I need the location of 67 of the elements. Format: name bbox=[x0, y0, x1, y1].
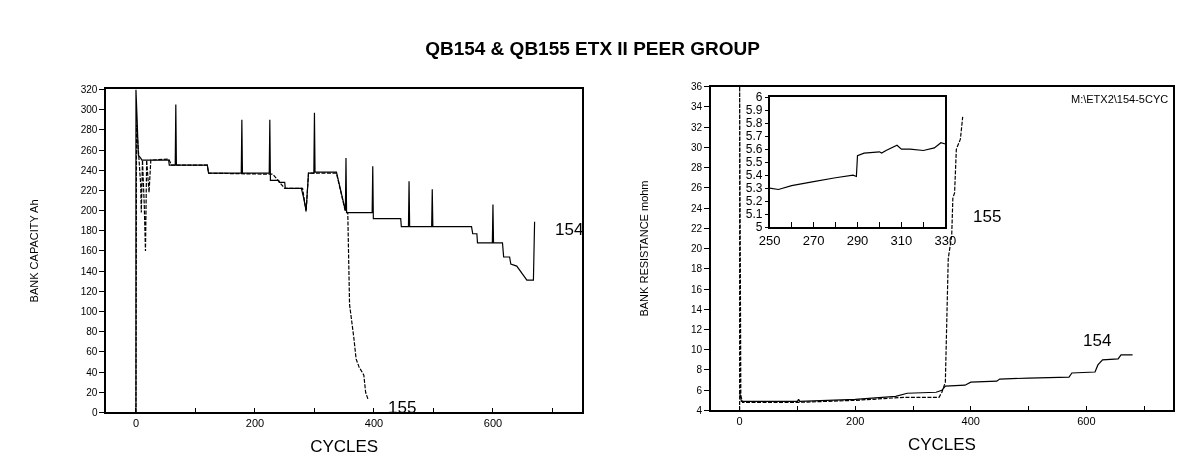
y-axis-title: BANK RESISTANCE mohm bbox=[638, 180, 651, 317]
x-tick-label: 290 bbox=[846, 232, 869, 248]
y-tick-label: 34 bbox=[690, 101, 703, 113]
y-tick-label: 6 bbox=[755, 90, 763, 105]
y-tick-label: 0 bbox=[91, 406, 98, 418]
y-tick-label: 6 bbox=[696, 384, 703, 396]
y-tick-label: 10 bbox=[690, 344, 703, 356]
y-tick-label: 100 bbox=[80, 305, 98, 317]
x-tick-label: 200 bbox=[245, 417, 265, 430]
y-tick-label: 8 bbox=[696, 364, 703, 376]
y-axis-title: BANK CAPACITY Ah bbox=[27, 199, 40, 303]
annotation: M:\ETX2\154-5CYC bbox=[1071, 93, 1169, 105]
y-tick-label: 20 bbox=[86, 386, 98, 398]
y-tick-label: 220 bbox=[80, 184, 98, 196]
series-label: 154 bbox=[1083, 331, 1112, 350]
chart-title: QB154 & QB155 ETX II PEER GROUP bbox=[425, 37, 761, 59]
y-tick-label: 5.3 bbox=[745, 181, 763, 196]
y-tick-label: 5.1 bbox=[745, 207, 763, 222]
y-tick-label: 180 bbox=[80, 225, 98, 237]
y-tick-label: 5.4 bbox=[745, 168, 763, 183]
x-tick-label: 200 bbox=[846, 415, 865, 428]
y-tick-label: 22 bbox=[690, 222, 703, 234]
x-tick-label: 400 bbox=[961, 415, 980, 428]
x-tick-label: 270 bbox=[802, 232, 825, 248]
y-tick-label: 5.7 bbox=[745, 129, 763, 144]
y-tick-label: 12 bbox=[690, 323, 703, 335]
y-tick-label: 120 bbox=[80, 285, 98, 297]
x-axis-title: CYCLES bbox=[907, 435, 976, 455]
x-tick-label: 600 bbox=[483, 417, 503, 430]
y-tick-label: 200 bbox=[80, 205, 98, 217]
x-tick-label: 0 bbox=[736, 415, 743, 428]
y-tick-label: 60 bbox=[86, 346, 98, 358]
y-tick-label: 20 bbox=[690, 243, 703, 254]
x-tick-label: 0 bbox=[132, 417, 140, 430]
x-tick-label: 330 bbox=[934, 232, 957, 248]
y-tick-label: 18 bbox=[690, 263, 703, 275]
y-tick-label: 320 bbox=[80, 83, 98, 95]
y-tick-label: 4 bbox=[696, 404, 703, 416]
x-axis-title: CYCLES bbox=[310, 437, 379, 457]
y-tick-label: 160 bbox=[80, 245, 98, 257]
y-tick-label: 300 bbox=[80, 104, 98, 116]
series-label: 155 bbox=[973, 207, 1002, 226]
x-tick-label: 600 bbox=[1077, 415, 1096, 428]
y-tick-label: 280 bbox=[80, 124, 98, 136]
y-tick-label: 32 bbox=[690, 121, 703, 133]
y-tick-label: 28 bbox=[690, 162, 703, 174]
y-tick-label: 14 bbox=[690, 303, 703, 315]
y-tick-label: 80 bbox=[86, 326, 98, 338]
x-tick-label: 400 bbox=[364, 417, 384, 430]
y-tick-label: 16 bbox=[690, 283, 703, 295]
x-tick-label: 250 bbox=[758, 232, 781, 248]
y-tick-label: 5.6 bbox=[745, 142, 763, 157]
y-tick-label: 5.9 bbox=[745, 103, 763, 118]
y-tick-label: 24 bbox=[690, 202, 703, 214]
y-tick-label: 260 bbox=[80, 144, 98, 156]
y-tick-label: 5.8 bbox=[745, 116, 763, 131]
y-tick-label: 240 bbox=[80, 164, 98, 176]
y-tick-label: 5.5 bbox=[745, 155, 763, 170]
y-tick-label: 40 bbox=[86, 366, 98, 378]
y-tick-label: 30 bbox=[690, 141, 703, 153]
y-tick-label: 36 bbox=[690, 81, 703, 93]
y-tick-label: 5.2 bbox=[745, 194, 763, 209]
y-tick-label: 140 bbox=[80, 265, 98, 277]
series-label: 154 bbox=[555, 220, 584, 239]
y-tick-label: 5 bbox=[755, 220, 763, 235]
x-tick-label: 310 bbox=[890, 232, 913, 248]
y-tick-label: 26 bbox=[690, 182, 703, 194]
